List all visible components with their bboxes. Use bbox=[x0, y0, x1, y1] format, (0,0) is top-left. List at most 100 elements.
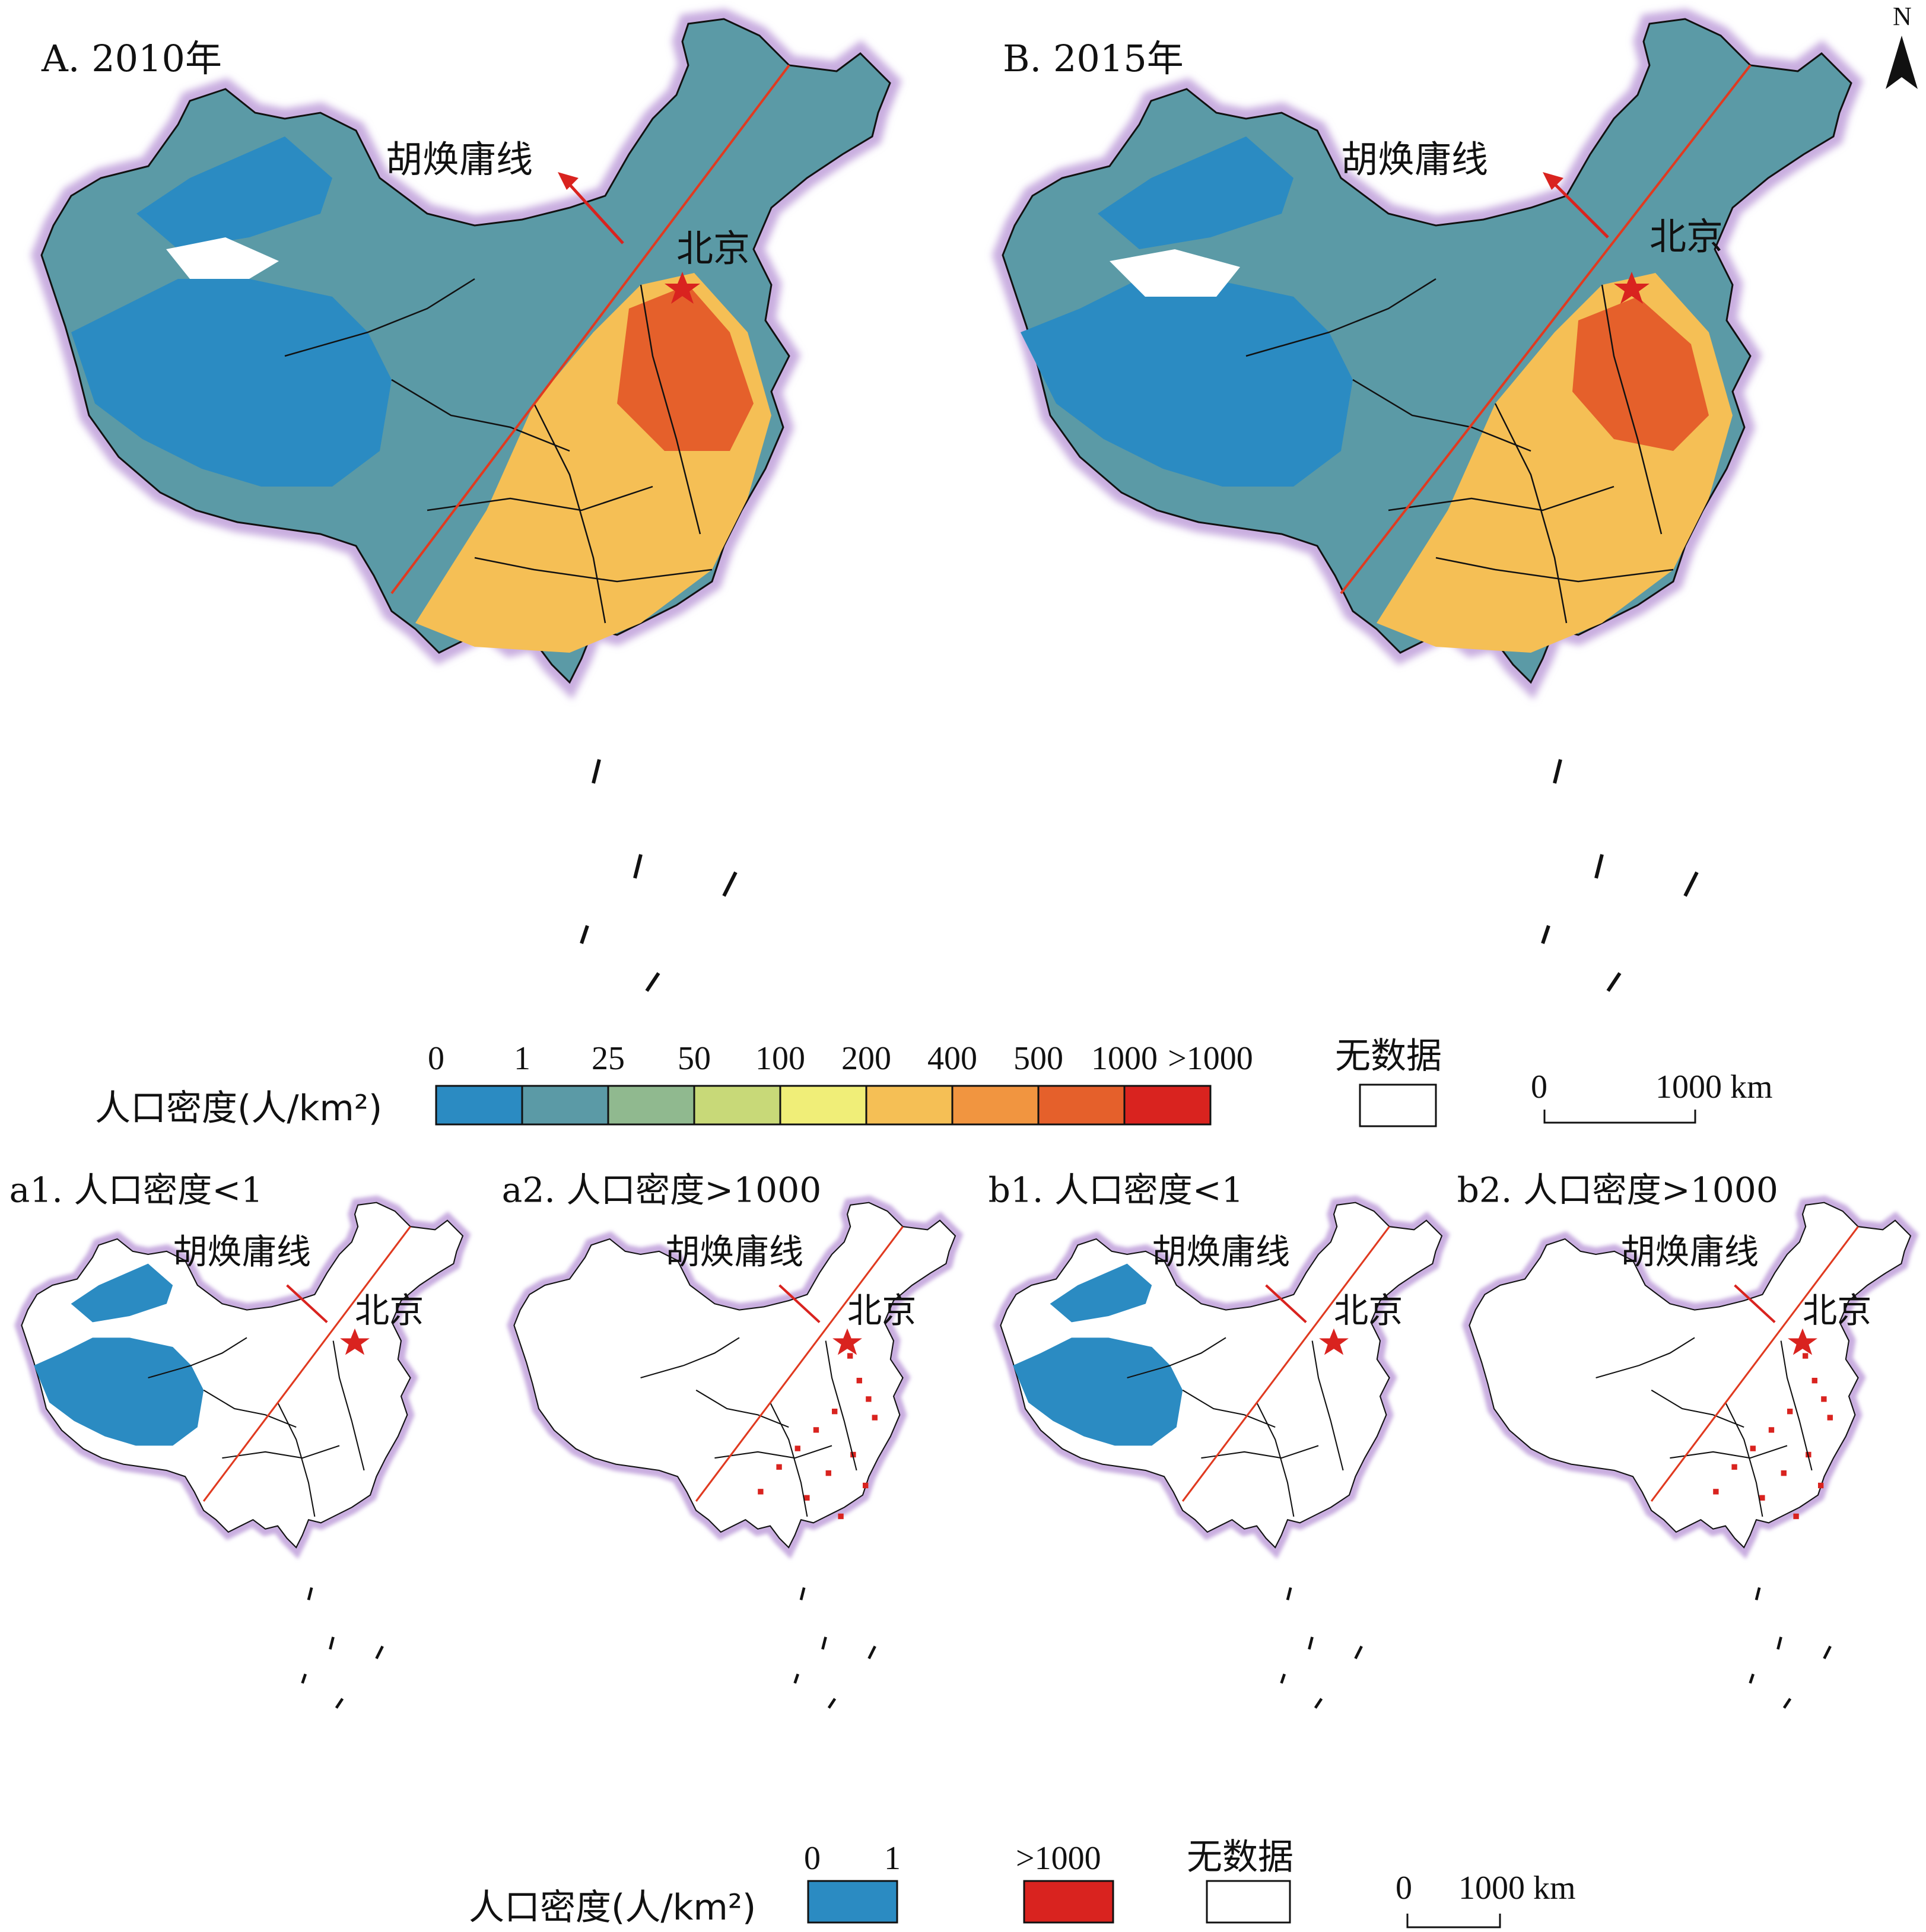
high-density-swatch bbox=[1023, 1880, 1114, 1924]
south-sea-islands bbox=[1749, 1587, 1832, 1709]
panel-A: A. 2010年 胡焕庸线 北京 bbox=[41, 19, 890, 992]
province-borders bbox=[1245, 278, 1674, 624]
south-sea-islands bbox=[580, 759, 738, 992]
legend-tick-0: 0 bbox=[428, 1040, 444, 1077]
north-arrow: N bbox=[1886, 2, 1918, 89]
legend-swatch-7 bbox=[1037, 1085, 1126, 1126]
province-borders bbox=[148, 1337, 365, 1517]
panel-title: b1. 人口密度<1 bbox=[989, 1170, 1244, 1210]
south-sea-islands bbox=[1541, 759, 1699, 992]
scale-end: 1000 km bbox=[1655, 1069, 1773, 1105]
legend-swatch-8 bbox=[1123, 1085, 1212, 1126]
low-density-swatch bbox=[807, 1880, 898, 1924]
hu-line-arrow bbox=[778, 1284, 821, 1323]
hu-line-arrow bbox=[1734, 1284, 1776, 1323]
scale-line bbox=[1406, 1914, 1501, 1928]
panel-title: a1. 人口密度<1 bbox=[9, 1170, 263, 1210]
north-low-density-region bbox=[136, 136, 332, 249]
beijing-label: 北京 bbox=[355, 1290, 424, 1330]
legend-title: 人口密度(人/km²) bbox=[95, 1088, 382, 1129]
beijing-label: 北京 bbox=[676, 227, 750, 270]
hu-line-label: 胡焕庸线 bbox=[386, 138, 533, 181]
legend-swatch-2 bbox=[607, 1085, 695, 1126]
province-borders bbox=[1127, 1337, 1344, 1517]
beijing-label: 北京 bbox=[1334, 1290, 1403, 1330]
panel-title: b2. 人口密度>1000 bbox=[1457, 1170, 1778, 1210]
south-sea-islands bbox=[301, 1587, 384, 1709]
sub-legend: 人口密度(人/km²) 0 1 >1000 无数据 0 1000 km bbox=[469, 1836, 1576, 1928]
beijing-star bbox=[832, 1328, 862, 1355]
north-low-density-region bbox=[1098, 136, 1293, 249]
legend-tick-1: 1 bbox=[514, 1040, 530, 1077]
legend-tick-4: 100 bbox=[755, 1040, 805, 1077]
beijing-star bbox=[1614, 272, 1650, 304]
hu-line-arrow bbox=[1265, 1284, 1307, 1323]
legend-swatch-4 bbox=[779, 1085, 867, 1126]
legend-tick-9: >1000 bbox=[1168, 1040, 1253, 1077]
scale-line bbox=[1543, 1110, 1696, 1124]
low-tick-0: 0 bbox=[804, 1840, 821, 1877]
nodata-label: 无数据 bbox=[1335, 1035, 1442, 1077]
low-density-cells bbox=[1013, 1263, 1183, 1446]
hu-line-label: 胡焕庸线 bbox=[1341, 138, 1488, 181]
south-sea-islands bbox=[1280, 1587, 1363, 1709]
province-borders bbox=[640, 1337, 857, 1517]
hu-line bbox=[1340, 64, 1752, 595]
legend-tick-5: 200 bbox=[841, 1040, 891, 1077]
hu-line-label: 胡焕庸线 bbox=[1620, 1232, 1759, 1272]
hu-line-arrow bbox=[286, 1284, 328, 1323]
legend-tick-8: 1000 bbox=[1091, 1040, 1158, 1077]
hu-line-arrow bbox=[562, 177, 624, 244]
nodata-patch bbox=[1110, 249, 1240, 297]
province-borders bbox=[284, 278, 713, 624]
scale-bar: 0 1000 km bbox=[1531, 1069, 1773, 1124]
legend-swatch-0 bbox=[435, 1085, 523, 1126]
legend-swatch-1 bbox=[521, 1085, 609, 1126]
south-sea-islands bbox=[793, 1587, 876, 1709]
beijing-star bbox=[1319, 1328, 1349, 1355]
core-very-high-density bbox=[617, 285, 754, 451]
scale-end: 1000 km bbox=[1458, 1870, 1576, 1906]
hu-line bbox=[1181, 1226, 1390, 1502]
legend-swatch-3 bbox=[693, 1085, 781, 1126]
legend-swatch-6 bbox=[951, 1085, 1040, 1126]
legend-tick-3: 50 bbox=[678, 1040, 711, 1077]
legend-color-bar bbox=[435, 1085, 1212, 1126]
nodata-swatch bbox=[1359, 1083, 1437, 1127]
beijing-star bbox=[1788, 1328, 1817, 1355]
west-low-density-region bbox=[71, 279, 392, 487]
low-density-cells bbox=[34, 1263, 204, 1446]
hu-line-label: 胡焕庸线 bbox=[173, 1232, 311, 1272]
north-arrow-icon bbox=[1886, 36, 1918, 89]
core-very-high-density bbox=[1572, 297, 1709, 451]
beijing-label: 北京 bbox=[1803, 1290, 1871, 1330]
panel-title: a2. 人口密度>1000 bbox=[502, 1170, 822, 1210]
hu-line bbox=[695, 1226, 904, 1502]
hu-line-arrow bbox=[1547, 177, 1609, 239]
legend-swatch-5 bbox=[865, 1085, 954, 1126]
beijing-label: 北京 bbox=[1650, 215, 1723, 258]
main-legend: 人口密度(人/km²) 0 1 25 50 100 200 400 500 1000 >1000 … bbox=[95, 1035, 1773, 1129]
hu-line-label: 胡焕庸线 bbox=[665, 1232, 803, 1272]
hu-line-label: 胡焕庸线 bbox=[1152, 1232, 1290, 1272]
high-tick: >1000 bbox=[1016, 1840, 1101, 1877]
scale-start: 0 bbox=[1396, 1870, 1412, 1906]
scale-start: 0 bbox=[1531, 1069, 1547, 1105]
nodata-patch bbox=[166, 237, 279, 279]
nodata-swatch bbox=[1206, 1880, 1291, 1924]
north-label: N bbox=[1893, 2, 1912, 31]
legend-tick-6: 400 bbox=[927, 1040, 977, 1077]
legend-title: 人口密度(人/km²) bbox=[469, 1887, 756, 1928]
nodata-label: 无数据 bbox=[1187, 1836, 1293, 1878]
beijing-star bbox=[340, 1328, 370, 1355]
hu-line bbox=[202, 1226, 411, 1502]
arrow-head bbox=[558, 172, 579, 190]
hu-line bbox=[1650, 1226, 1859, 1502]
legend-tick-labels: 0 1 25 50 100 200 400 500 1000 >1000 bbox=[428, 1040, 1253, 1077]
panel-title: B. 2015年 bbox=[1003, 37, 1184, 80]
province-borders bbox=[1596, 1337, 1813, 1517]
